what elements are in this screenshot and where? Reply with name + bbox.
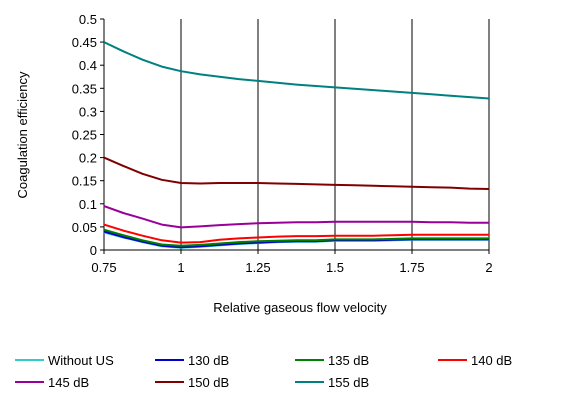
y-tick-label: 0.2 bbox=[79, 151, 97, 166]
y-tick-label: 0.15 bbox=[72, 174, 97, 189]
legend-label: 140 dB bbox=[471, 353, 512, 368]
y-tick-label: 0.3 bbox=[79, 104, 97, 119]
x-tick-label: 1.25 bbox=[245, 260, 270, 275]
y-tick-label: 0.05 bbox=[72, 220, 97, 235]
series-line bbox=[103, 228, 489, 247]
axes bbox=[100, 18, 490, 254]
x-axis-label: Relative gaseous flow velocity bbox=[213, 300, 387, 315]
series-line bbox=[103, 205, 489, 229]
legend-label: 150 dB bbox=[188, 375, 229, 390]
grid-lines bbox=[180, 19, 490, 250]
legend-label: 155 dB bbox=[328, 375, 369, 390]
x-tick-label: 1 bbox=[177, 260, 184, 275]
legend: Without US 130 dB 135 dB 140 dB 145 dB 150 dB… bbox=[15, 353, 512, 390]
y-tick-label: 0 bbox=[90, 243, 97, 258]
y-tick-label: 0.5 bbox=[79, 12, 97, 27]
y-tick-label: 0.4 bbox=[79, 58, 97, 73]
legend-label: 135 dB bbox=[328, 353, 369, 368]
y-tick-label: 0.25 bbox=[72, 128, 97, 143]
legend-label: Without US bbox=[48, 353, 114, 368]
x-tick-labels: 0.75 1 1.25 1.5 1.75 2 bbox=[91, 260, 492, 275]
legend-label: 145 dB bbox=[48, 375, 89, 390]
x-tick-label: 1.5 bbox=[326, 260, 344, 275]
y-tick-label: 0.1 bbox=[79, 197, 97, 212]
series-line bbox=[103, 223, 489, 244]
x-tick-label: 2 bbox=[485, 260, 492, 275]
series-line bbox=[103, 41, 490, 100]
y-tick-label: 0.35 bbox=[72, 81, 97, 96]
y-tick-label: 0.45 bbox=[72, 35, 97, 50]
legend-label: 130 dB bbox=[188, 353, 229, 368]
y-axis-label: Coagulation efficiency bbox=[15, 71, 30, 198]
x-tick-label: 1.75 bbox=[399, 260, 424, 275]
series-lines bbox=[103, 41, 490, 249]
series-line bbox=[103, 156, 490, 190]
x-tick-label: 0.75 bbox=[91, 260, 116, 275]
y-tick-labels: 0 0.05 0.1 0.15 0.2 0.25 0.3 0.35 0.4 0.45 0.5 bbox=[72, 12, 97, 258]
